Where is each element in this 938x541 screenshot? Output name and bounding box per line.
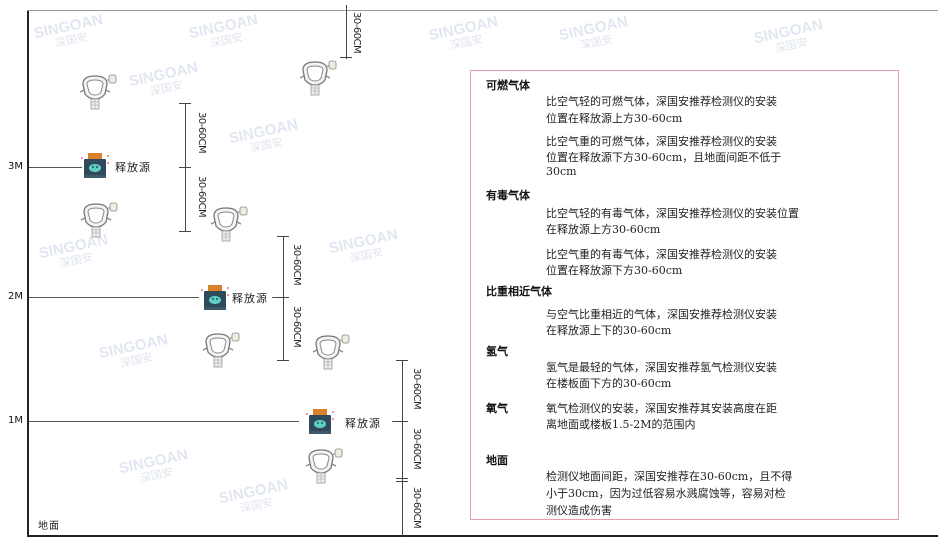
section-text: 位置在释放源上方30-60cm — [546, 112, 683, 125]
section-heading: 氢气 — [486, 345, 508, 358]
section-heading: 可燃气体 — [486, 79, 530, 92]
gas-detector-icon — [200, 330, 240, 370]
gas-detector-icon — [310, 332, 350, 372]
dimension-label: 30-60CM — [291, 244, 302, 286]
section-text: 测仪造成伤害 — [546, 504, 612, 517]
gas-detector-icon — [303, 446, 343, 486]
dimension-label: 30-60CM — [196, 176, 207, 218]
watermark-logo: SINGOAN 深国安 — [752, 16, 825, 56]
level-3m-label: 3M — [8, 161, 23, 172]
dimension-line — [283, 236, 284, 360]
gas-detector-icon — [208, 204, 248, 244]
release-source-label: 释放源 — [232, 292, 268, 305]
section-text: 在楼板面下方的30-60cm — [546, 377, 672, 390]
section-text: 在释放源上方30-60cm — [546, 223, 661, 236]
dimension-line — [402, 360, 403, 537]
installation-guide-box: 可燃气体 比空气轻的可燃气体，深国安推荐检测仪的安装 位置在释放源上方30-60… — [470, 70, 899, 520]
dimension-label: 30-60CM — [196, 112, 207, 154]
dimension-label: 30-60CM — [411, 368, 422, 410]
level-3m-line — [29, 167, 82, 168]
watermark-logo: SINGOAN 深国安 — [327, 226, 400, 266]
dimension-label: 30-60CM — [291, 306, 302, 348]
release-source-icon — [80, 152, 110, 180]
section-heading: 氧气 — [486, 402, 508, 415]
section-text: 比空气轻的有毒气体，深国安推荐检测仪的安装位置 — [546, 207, 799, 220]
gas-detector-icon — [297, 58, 337, 98]
dimension-tick — [179, 167, 191, 168]
section-text: 位置在释放源下方30-60cm — [546, 264, 683, 277]
level-1m-line — [29, 421, 299, 422]
dimension-tick — [396, 421, 408, 422]
section-text: 在释放源上下的30-60cm — [546, 324, 672, 337]
dimension-tick — [396, 481, 408, 482]
watermark-logo: SINGOAN 深国安 — [227, 116, 300, 156]
gas-detector-icon — [78, 200, 118, 240]
section-text: 氧气检测仪的安装，深国安推荐其安装高度在距 — [546, 402, 777, 415]
release-source-label: 释放源 — [115, 161, 151, 174]
dimension-tick — [340, 57, 352, 58]
section-text: 检测仪地面间距，深国安推荐在30-60cm，且不得 — [546, 470, 793, 483]
section-text: 比空气重的可燃气体，深国安推荐检测仪的安装 — [546, 135, 777, 148]
dimension-label: 30-60CM — [411, 428, 422, 470]
release-source-icon — [200, 284, 230, 312]
dimension-tick — [179, 103, 191, 104]
gas-detector-icon — [77, 72, 117, 112]
section-text: 与空气比重相近的气体，深国安推荐检测仪安装 — [546, 308, 777, 321]
watermark-logo: SINGOAN 深国安 — [427, 13, 500, 53]
section-text: 30cm — [546, 165, 577, 178]
dimension-tick — [277, 297, 289, 298]
section-text: 比空气重的有毒气体，深国安推荐检测仪的安装 — [546, 248, 777, 261]
dimension-label: 30-60CM — [411, 487, 422, 529]
wall-line — [27, 10, 29, 537]
section-heading: 有毒气体 — [486, 189, 530, 202]
ground-label: 地面 — [38, 521, 60, 532]
watermark-logo: SINGOAN 深国安 — [187, 11, 260, 51]
dimension-tick — [277, 236, 289, 237]
watermark-logo: SINGOAN 深国安 — [127, 59, 200, 99]
section-text: 离地面或楼板1.5-2M的范围内 — [546, 418, 696, 431]
section-text: 位置在释放源下方30-60cm，且地面间距不低于 — [546, 151, 782, 164]
ceiling-line — [27, 10, 938, 11]
level-1m-label: 1M — [8, 415, 23, 426]
dimension-tick — [179, 231, 191, 232]
dimension-tick — [396, 360, 408, 361]
section-text: 比空气轻的可燃气体，深国安推荐检测仪的安装 — [546, 95, 777, 108]
level-2m-line — [29, 297, 199, 298]
watermark-logo: SINGOAN 深国安 — [32, 11, 105, 51]
section-text: 氢气是最轻的气体，深国安推荐氢气检测仪安装 — [546, 361, 777, 374]
section-heading: 比重相近气体 — [486, 285, 552, 298]
floor-line — [27, 535, 938, 537]
dimension-label: 30-60CM — [351, 12, 362, 54]
watermark-logo: SINGOAN 深国安 — [217, 476, 290, 516]
dimension-tick — [277, 360, 289, 361]
release-source-label: 释放源 — [345, 417, 381, 430]
dimension-line — [346, 5, 347, 59]
release-source-icon — [305, 408, 335, 436]
watermark-logo: SINGOAN 深国安 — [97, 331, 170, 371]
dimension-tick — [396, 478, 408, 479]
section-text: 小于30cm，因为过低容易水溅腐蚀等，容易对检 — [546, 487, 786, 500]
level-2m-label: 2M — [8, 291, 23, 302]
watermark-logo: SINGOAN 深国安 — [557, 13, 630, 53]
section-heading: 地面 — [486, 454, 508, 467]
watermark-logo: SINGOAN 深国安 — [117, 446, 190, 486]
